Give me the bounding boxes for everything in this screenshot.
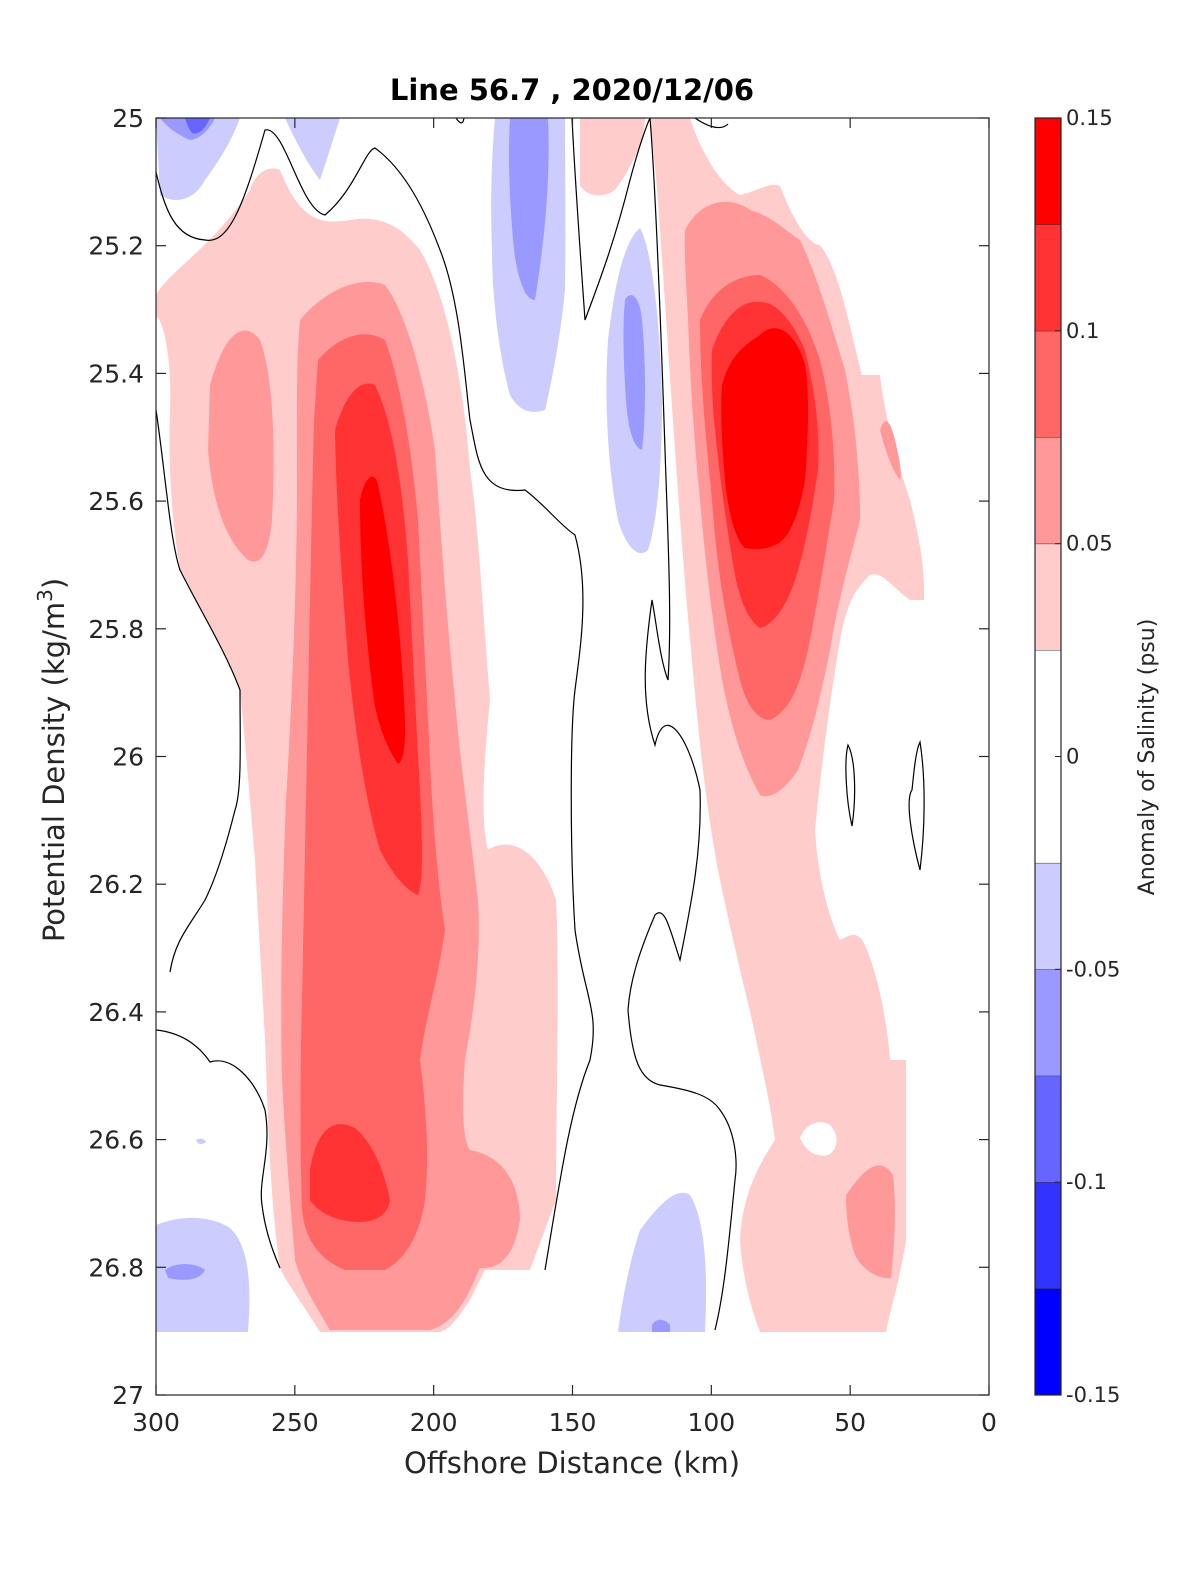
zero-contour-line xyxy=(455,118,465,124)
contour-band xyxy=(509,118,549,300)
contour-band xyxy=(623,295,645,450)
contour-band xyxy=(652,1319,670,1332)
colorbar: 0.15 0.1 0.05 0 -0.05 -0.1 -0.15 xyxy=(1034,106,1120,1407)
x-axis: 300 250 200 150 100 50 0 xyxy=(132,118,997,1437)
colorbar-swatch xyxy=(1035,437,1061,544)
contour-fill-layer xyxy=(156,118,925,1332)
contour-band xyxy=(208,330,274,562)
contour-band xyxy=(800,1122,837,1156)
y-axis-label-main: Potential Density (kg/m xyxy=(37,602,71,942)
zero-contour-line xyxy=(845,743,856,827)
y-tick-label: 26.4 xyxy=(88,998,144,1027)
contour-band xyxy=(846,1165,895,1279)
colorbar-tick-label: -0.15 xyxy=(1066,1383,1120,1407)
y-tick-label: 25.6 xyxy=(88,487,144,516)
colorbar-swatch xyxy=(1035,1075,1061,1183)
contour-band xyxy=(156,295,162,318)
contour-band xyxy=(196,1138,206,1145)
y-tick-label: 25.8 xyxy=(88,615,144,644)
x-tick-label: 150 xyxy=(549,1408,597,1437)
zero-contour-line xyxy=(156,409,241,973)
contour-band xyxy=(156,118,240,200)
colorbar-swatch xyxy=(1035,969,1061,1076)
colorbar-swatch xyxy=(1035,224,1061,331)
colorbar-label: Anomaly of Salinity (psu) xyxy=(1135,619,1160,896)
contour-band xyxy=(185,118,210,134)
zero-contour-line xyxy=(627,118,737,1331)
colorbar-swatch xyxy=(1035,1288,1061,1395)
contour-band xyxy=(360,476,406,764)
zero-contour-line xyxy=(571,118,651,321)
colorbar-tick-label: 0.1 xyxy=(1066,319,1099,343)
y-tick-label: 26.2 xyxy=(88,870,144,899)
y-tick-label: 25.2 xyxy=(88,232,144,261)
contour-band xyxy=(660,118,670,175)
chart-title: Line 56.7 , 2020/12/06 xyxy=(390,73,754,107)
y-tick-label: 25.4 xyxy=(88,359,144,388)
x-tick-label: 100 xyxy=(687,1408,735,1437)
contour-band xyxy=(310,1124,390,1222)
x-tick-label: 200 xyxy=(410,1408,458,1437)
y-tick-label: 27 xyxy=(112,1381,144,1410)
y-tick-label: 26.8 xyxy=(88,1253,144,1282)
zero-contour-line xyxy=(908,740,925,871)
contour-band xyxy=(618,1192,707,1332)
contour-band xyxy=(880,421,901,480)
colorbar-swatch xyxy=(1035,862,1061,970)
y-tick-label: 26.6 xyxy=(88,1126,144,1155)
contour-band xyxy=(721,328,809,550)
contour-band xyxy=(156,1217,250,1332)
y-tick-label: 26 xyxy=(112,743,144,772)
x-axis-label: Offshore Distance (km) xyxy=(404,1446,740,1480)
y-tick-label: 25 xyxy=(112,104,144,133)
zero-contour-line xyxy=(694,118,729,129)
colorbar-swatch xyxy=(1035,118,1061,225)
x-tick-label: 250 xyxy=(271,1408,319,1437)
colorbar-tick-label: -0.1 xyxy=(1066,1170,1107,1194)
contour-band xyxy=(285,118,340,180)
zero-contour-lines xyxy=(156,118,925,1331)
colorbar-tick-label: 0.15 xyxy=(1066,106,1113,130)
x-tick-label: 0 xyxy=(981,1408,997,1437)
y-axis-label-superscript: 3 xyxy=(33,589,57,602)
contour-band xyxy=(165,1264,205,1280)
colorbar-swatch xyxy=(1035,1182,1061,1289)
x-tick-label: 50 xyxy=(834,1408,866,1437)
colorbar-swatch xyxy=(1035,330,1061,438)
colorbar-swatch xyxy=(1035,543,1061,651)
y-axis-label-close: ) xyxy=(37,578,71,589)
zero-contour-line xyxy=(156,1029,281,1269)
colorbar-tick-label: 0 xyxy=(1066,745,1079,769)
contour-band xyxy=(580,118,645,196)
colorbar-tick-label: 0.05 xyxy=(1066,532,1113,556)
colorbar-tick-label: -0.05 xyxy=(1066,957,1120,981)
x-tick-label: 300 xyxy=(132,1408,180,1437)
y-axis-label: Potential Density (kg/m3) xyxy=(33,578,71,942)
zero-contour-line xyxy=(156,129,594,1271)
y-axis: 25 25.2 25.4 25.6 25.8 26 26.2 26.4 26.6 26.8 27 xyxy=(88,104,989,1410)
